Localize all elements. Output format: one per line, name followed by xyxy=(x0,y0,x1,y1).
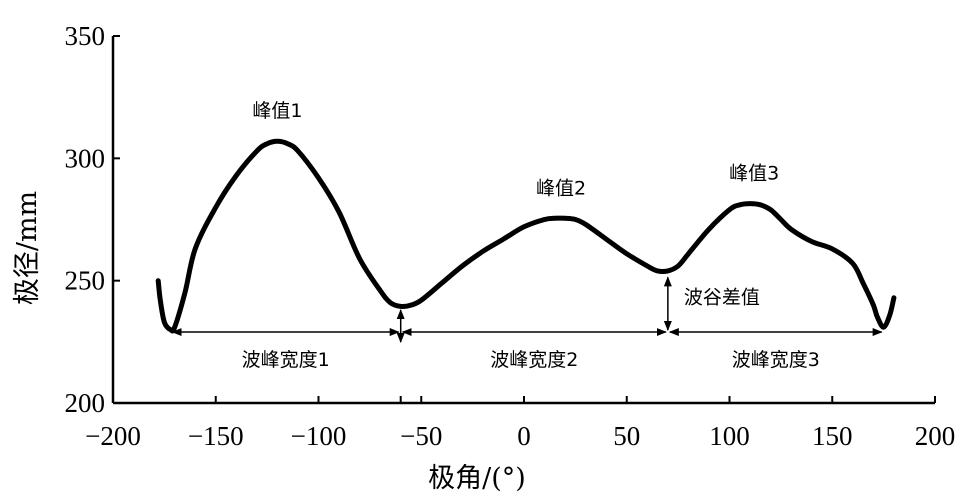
y-tick-label: 200 xyxy=(65,388,106,418)
annotations: 峰值1 峰值2 峰值3 波峰宽度1 波峰宽度2 波峰宽度3 波谷差值 xyxy=(171,100,883,371)
data-series xyxy=(155,138,897,334)
y-tick-label: 250 xyxy=(65,266,106,296)
x-tick-label: 150 xyxy=(812,421,853,451)
peak-label: 峰值2 xyxy=(536,177,586,199)
trough-diff-label: 波谷差值 xyxy=(684,286,760,308)
x-tick-label: 50 xyxy=(613,421,640,451)
width-label: 波峰宽度1 xyxy=(242,349,330,371)
x-tick-label: 100 xyxy=(709,421,750,451)
x-tick-label: −200 xyxy=(85,421,141,451)
x-tick-label: −100 xyxy=(291,421,347,451)
y-tick-label: 300 xyxy=(65,143,106,173)
axes: −200 −150 −100 −50 0 50 100 150 200 200 250 300 350 xyxy=(65,21,956,451)
peak-label: 峰值1 xyxy=(252,100,302,122)
width-label: 波峰宽度3 xyxy=(732,349,820,371)
y-axis-label: 极径/mm xyxy=(12,191,43,305)
x-tick-label: −150 xyxy=(188,421,244,451)
x-tick-label: −50 xyxy=(400,421,442,451)
axis-titles: 极角/(°) 极径/mm xyxy=(12,191,526,494)
x-tick-label: 200 xyxy=(915,421,956,451)
y-tick-label: 350 xyxy=(65,21,106,51)
width-label: 波峰宽度2 xyxy=(490,349,578,371)
x-axis-label: 极角/(°) xyxy=(428,463,526,494)
series-line xyxy=(155,138,897,334)
x-tick-label: 0 xyxy=(517,421,531,451)
peak-label: 峰值3 xyxy=(729,163,779,185)
